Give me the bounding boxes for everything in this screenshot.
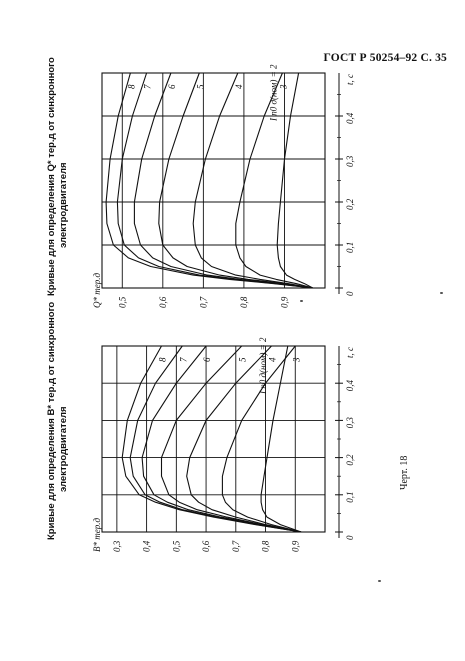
value-tick-label: 0,8 (261, 540, 271, 552)
chart-caption-line2: электродвигателя (58, 406, 69, 492)
time-tick-label: 0,2 (345, 198, 355, 210)
time-axis-label: t, c (345, 347, 355, 358)
chart-b-ter-d: 0,3 0,4 0,5 0,6 0,7 0,8 0,9 0 0,1 0,2 0,3 0,4 t, c B*… (46, 302, 355, 552)
figure-label-svg: Черт. 18 (399, 456, 410, 490)
series-label-2: I п0 д(ном) = 2 (258, 337, 268, 395)
series-label-8: 8 (157, 357, 167, 362)
value-tick-label: 0,9 (290, 540, 300, 552)
series-curve-4 (186, 345, 302, 533)
value-axis-label: Q* тер.д (92, 273, 102, 308)
scan-speck (440, 292, 443, 294)
series-curve-3 (221, 345, 302, 533)
value-tick-label: 0,5 (171, 540, 181, 552)
series-curve-5 (160, 345, 302, 533)
time-tick-label: 0,4 (345, 112, 355, 124)
series-label-6: 6 (167, 84, 177, 89)
time-tick-label: 0 (345, 291, 355, 296)
series-curve-6 (141, 345, 302, 533)
time-tick-label: 0 (345, 535, 355, 540)
time-tick-label: 0,3 (345, 155, 355, 167)
series-curve-7 (116, 72, 313, 289)
scan-speck (300, 300, 303, 302)
series-curve-3 (235, 72, 313, 289)
page-header: ГОСТ Р 50254–92 С. 35 (323, 52, 447, 64)
figure-label: Черт. 18 (399, 456, 410, 490)
value-tick-label: 0,4 (142, 540, 152, 552)
time-axis-label: t, c (345, 74, 355, 85)
plot-frame (101, 345, 326, 533)
chart-q-ter-d: 0,5 0,6 0,7 0,8 0,9 0 0,1 0,2 0,3 0,4 t, c Q* тер.д… (46, 57, 355, 308)
series-curve-2 (276, 72, 314, 289)
series-label-8: 8 (126, 84, 136, 89)
value-tick-label: 0,8 (239, 296, 249, 308)
series-label-3: 3 (278, 84, 288, 90)
time-tick-label: 0,1 (345, 492, 355, 503)
series-label-3: 3 (291, 357, 301, 363)
series-label-4: 4 (267, 357, 277, 362)
series-curve-5 (158, 72, 313, 289)
series-curve-2 (260, 345, 302, 533)
value-tick-label: 0,3 (112, 540, 122, 552)
value-tick-label: 0,6 (201, 540, 211, 552)
series-curve-8 (121, 345, 302, 533)
chart-caption-line1: Кривые для определения B* тер.д от синхр… (46, 302, 57, 540)
series-curve-8 (105, 72, 313, 289)
time-tick-label: 0,3 (345, 417, 355, 429)
value-tick-label: 0,6 (158, 296, 168, 308)
series-label-7: 7 (143, 84, 153, 89)
time-tick-label: 0,2 (345, 454, 355, 466)
value-tick-label: 0,7 (198, 296, 208, 308)
chart-caption-line1: Кривые для определения Q* тер.д от синхр… (46, 57, 57, 296)
scan-speck (378, 580, 381, 582)
value-tick-label: 0,7 (231, 540, 241, 552)
time-tick-label: 0,4 (345, 379, 355, 391)
series-curve-4 (192, 72, 313, 289)
series-label-7: 7 (178, 357, 188, 362)
series-label-5: 5 (238, 357, 248, 362)
chart-caption-line2: электродвигателя (58, 162, 69, 248)
time-tick-label: 0,1 (345, 242, 355, 253)
value-tick-label: 0,9 (279, 296, 289, 308)
value-axis-label: B* тер.д (92, 518, 102, 552)
series-label-4: 4 (234, 84, 244, 89)
series-curve-6 (133, 72, 313, 289)
series-label-5: 5 (195, 84, 205, 89)
series-label-6: 6 (202, 357, 212, 362)
value-tick-label: 0,5 (117, 296, 127, 308)
